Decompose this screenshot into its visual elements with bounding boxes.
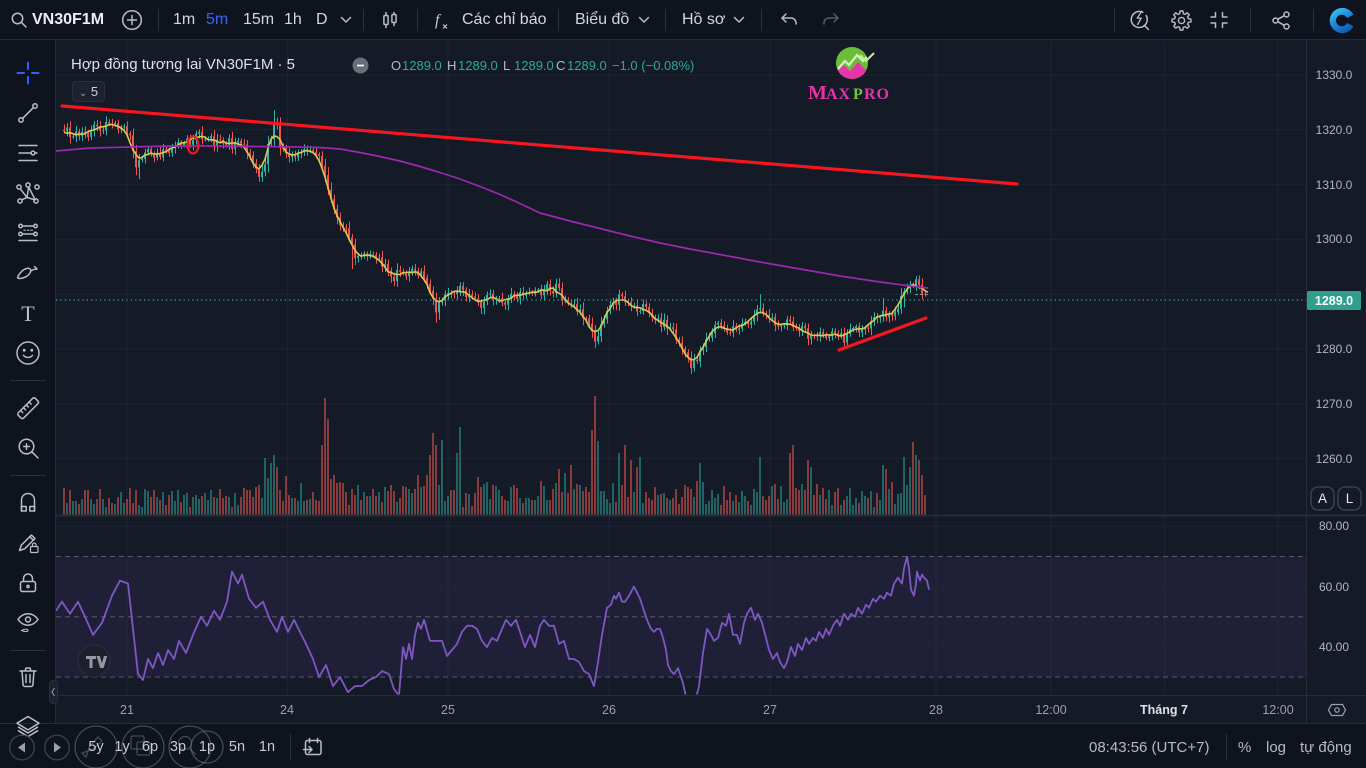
svg-text:80.00: 80.00: [1319, 519, 1349, 533]
svg-text:1300.0: 1300.0: [1316, 232, 1353, 246]
svg-text:25: 25: [441, 703, 455, 717]
svg-text:L: L: [1346, 491, 1354, 506]
svg-text:1280.0: 1280.0: [1316, 342, 1353, 356]
svg-text:AX: AX: [826, 86, 851, 103]
svg-text:24: 24: [280, 703, 294, 717]
svg-text:60.00: 60.00: [1319, 580, 1349, 594]
svg-text:1320.0: 1320.0: [1316, 123, 1353, 137]
svg-text:26: 26: [602, 703, 616, 717]
svg-text:40.00: 40.00: [1319, 640, 1349, 654]
svg-text:Tháng 7: Tháng 7: [1140, 703, 1188, 717]
svg-text:27: 27: [763, 703, 777, 717]
svg-text:1260.0: 1260.0: [1316, 452, 1353, 466]
svg-text:T: T: [21, 302, 35, 324]
svg-text:12:00: 12:00: [1035, 703, 1066, 717]
svg-text:1310.0: 1310.0: [1316, 178, 1353, 192]
svg-text:RO: RO: [864, 86, 890, 103]
svg-text:21: 21: [120, 703, 134, 717]
svg-text:f: f: [435, 12, 442, 29]
svg-text:1330.0: 1330.0: [1316, 68, 1353, 82]
svg-text:P: P: [853, 86, 863, 103]
svg-text:28: 28: [929, 703, 943, 717]
svg-text:1270.0: 1270.0: [1316, 397, 1353, 411]
svg-text:A: A: [1318, 491, 1327, 506]
svg-text:12:00: 12:00: [1262, 703, 1293, 717]
svg-text:M: M: [808, 82, 827, 104]
svg-text:1289.0: 1289.0: [1315, 294, 1353, 308]
